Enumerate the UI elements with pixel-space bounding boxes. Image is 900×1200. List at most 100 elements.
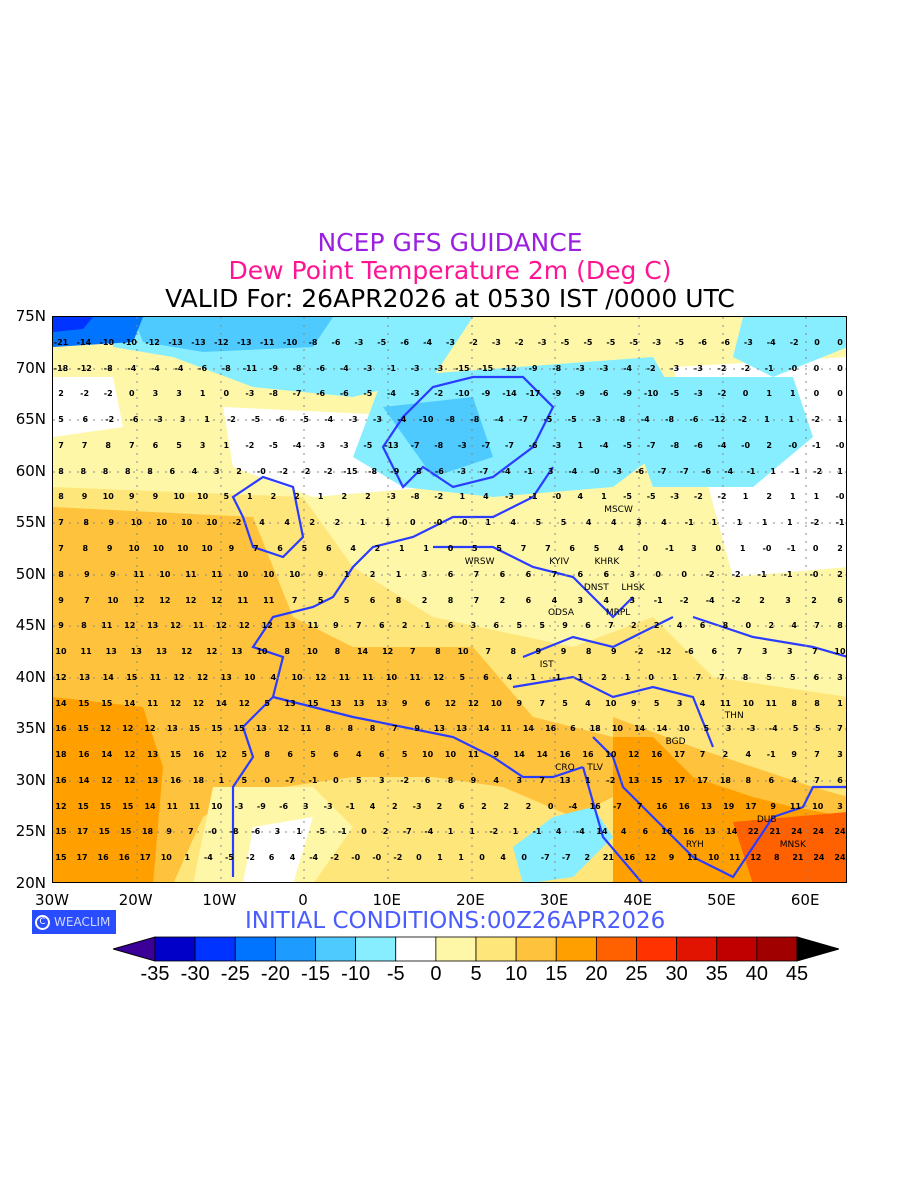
grid-value: 1 <box>786 518 793 528</box>
grid-value: 14 <box>356 647 369 657</box>
grid-value: 24 <box>834 853 846 863</box>
grid-value: 7 <box>837 724 843 734</box>
grid-value: 6 <box>768 775 775 785</box>
grid-value: 9 <box>333 621 339 631</box>
grid-value: 12 <box>750 853 762 863</box>
grid-value: 2 <box>837 569 843 579</box>
y-tick-label: 65N <box>15 410 46 429</box>
colorbar-label: 40 <box>745 963 768 985</box>
grid-value: -8 <box>229 827 239 837</box>
grid-value: 13 <box>147 775 159 785</box>
grid-value: -6 <box>275 415 285 425</box>
grid-value: -3 <box>410 363 420 373</box>
grid-value: 10 <box>244 672 256 682</box>
grid-value: 18 <box>192 775 205 785</box>
grid-value: 15 <box>77 801 89 811</box>
grid-value: 7 <box>719 672 725 682</box>
grid-value: 12 <box>467 698 479 708</box>
grid-value: 2 <box>630 621 637 631</box>
grid-value: 10 <box>605 698 617 708</box>
grid-value: 13 <box>105 647 117 657</box>
grid-value: -4 <box>127 363 137 373</box>
grid-value: 12 <box>173 672 185 682</box>
colorbar-swatch <box>194 936 236 962</box>
grid-value: -12 <box>77 363 92 373</box>
grid-value: -4 <box>724 466 734 476</box>
colorbar-high-arrow <box>796 936 839 962</box>
grid-value: -7 <box>519 415 528 425</box>
grid-value: -9 <box>623 389 632 399</box>
grid-value: -0 <box>741 440 751 450</box>
grid-value: -2 <box>813 466 823 476</box>
grid-value: -5 <box>269 440 278 450</box>
grid-value: 15 <box>651 775 663 785</box>
grid-value: 3 <box>179 415 186 425</box>
grid-value: -3 <box>434 363 444 373</box>
grid-value: 6 <box>525 595 532 605</box>
grid-value: -2 <box>717 363 727 373</box>
grid-value: 8 <box>814 698 820 708</box>
grid-value: 7 <box>485 647 491 657</box>
grid-value: 12 <box>628 750 640 760</box>
grid-value: 6 <box>277 543 283 553</box>
grid-value: -5 <box>629 337 639 347</box>
grid-value: 0 <box>410 518 416 528</box>
grid-value: 9 <box>106 543 113 553</box>
grid-value: 16 <box>559 750 571 760</box>
grid-value: -6 <box>599 389 609 399</box>
grid-value: 18 <box>719 775 732 785</box>
grid-value: -3 <box>457 466 467 476</box>
grid-value: -15 <box>455 363 470 373</box>
colorbar-label: -15 <box>301 963 330 985</box>
grid-value: 7 <box>129 440 135 450</box>
grid-value: 11 <box>409 672 421 682</box>
grid-value: -4 <box>423 337 433 347</box>
y-tick-label: 45N <box>15 616 46 635</box>
grid-value: -1 <box>387 363 396 373</box>
grid-value: 7 <box>473 595 480 605</box>
grid-value: 1 <box>736 518 743 528</box>
weaclim-logo[interactable]: C WEACLIM <box>32 910 116 934</box>
grid-value: 12 <box>315 672 327 682</box>
y-tick-label: 20N <box>15 874 46 892</box>
grid-value: 9 <box>58 595 64 605</box>
grid-value: 1 <box>469 827 475 837</box>
grid-value: -3 <box>670 363 680 373</box>
grid-value: -2 <box>323 466 333 476</box>
grid-value: 5 <box>593 543 600 553</box>
grid-value: -1 <box>757 569 767 579</box>
grid-value: 6 <box>570 724 576 734</box>
grid-value: -11 <box>259 337 275 347</box>
grid-value: 2 <box>374 543 381 553</box>
grid-value: 15 <box>120 827 132 837</box>
grid-value: 11 <box>211 569 223 579</box>
colorbar-label: 20 <box>585 963 608 985</box>
grid-value: 4 <box>350 543 356 553</box>
grid-value: 11 <box>765 698 777 708</box>
colorbar-label: 10 <box>505 963 528 985</box>
grid-value: 7 <box>520 543 527 553</box>
grid-value: 3 <box>725 724 732 734</box>
grid-value: -2 <box>393 853 403 863</box>
grid-value: -3 <box>412 801 422 811</box>
grid-value: 15 <box>101 698 113 708</box>
colorbar-label: -10 <box>341 963 371 985</box>
grid-value: -12 <box>711 415 726 425</box>
grid-value: 1 <box>399 543 405 553</box>
grid-value: 12 <box>238 698 250 708</box>
grid-value: 4 <box>500 853 506 863</box>
grid-value: 7 <box>58 543 64 553</box>
grid-value: 12 <box>261 621 273 631</box>
grid-value: 1 <box>423 543 429 553</box>
grid-value: 8 <box>791 698 797 708</box>
grid-value: -6 <box>635 466 645 476</box>
grid-value: 5 <box>789 672 796 682</box>
grid-value: -3 <box>245 389 255 399</box>
grid-value: -3 <box>612 466 622 476</box>
grid-value: -12 <box>214 337 229 347</box>
grid-value: 4 <box>551 595 558 605</box>
grid-value: 11 <box>133 569 145 579</box>
grid-value: 9 <box>166 827 172 837</box>
grid-value: 1 <box>512 827 519 837</box>
grid-value: 7 <box>392 724 398 734</box>
